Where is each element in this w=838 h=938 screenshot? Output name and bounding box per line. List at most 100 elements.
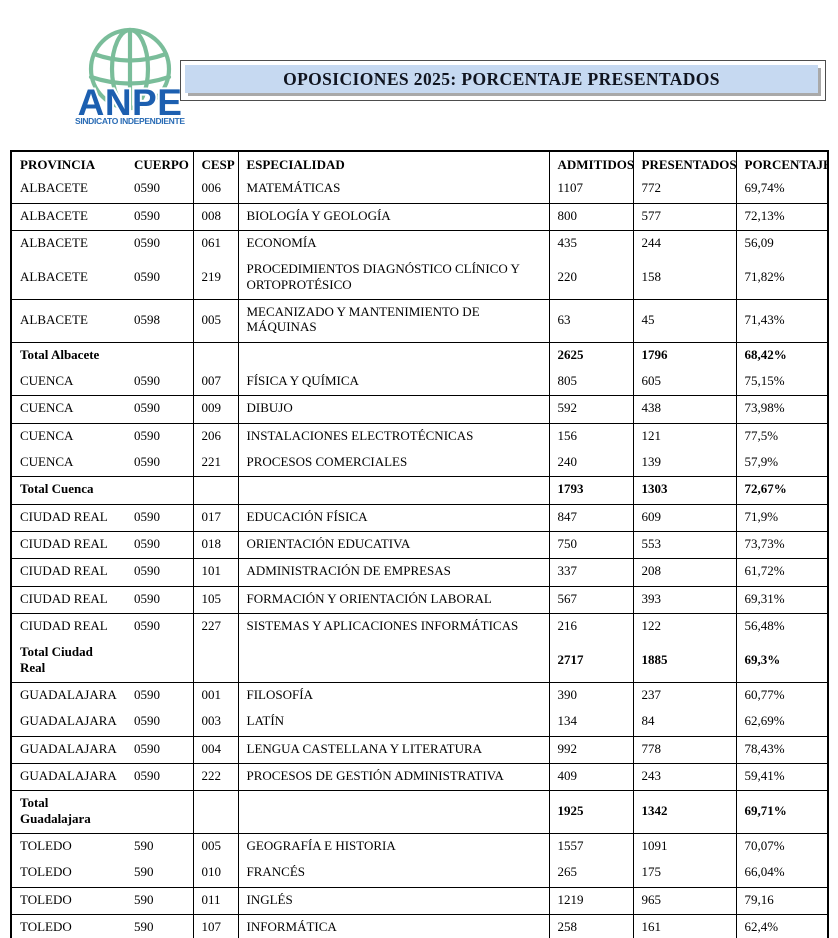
cell-admitidos: 805 xyxy=(549,368,634,397)
cell-especialidad: FÍSICA Y QUÍMICA xyxy=(238,368,550,397)
cell-porcentaje: 62,4% xyxy=(736,914,828,938)
cell-cuerpo: 0590 xyxy=(126,586,194,614)
cell-presentados: 605 xyxy=(633,368,737,397)
cell-porcentaje: 56,09 xyxy=(744,234,774,250)
cell-presentados: 609 xyxy=(633,504,737,532)
cell-porcentaje: 61,72% xyxy=(736,558,828,587)
cell-presentados: 45 xyxy=(633,299,737,343)
cell-admitidos: 390 xyxy=(549,682,634,710)
cell-presentados: 237 xyxy=(633,682,737,710)
cell-cuerpo: 0590 xyxy=(126,176,194,204)
cell-provincia: Total Cuenca xyxy=(11,476,126,505)
cell-admitidos: 1107 xyxy=(549,176,634,204)
cell-provincia: CIUDAD REAL xyxy=(11,586,126,614)
cell-admitidos: 567 xyxy=(549,586,634,614)
cell-cesp xyxy=(193,790,239,834)
cell-porcentaje: 73,73% xyxy=(736,531,828,560)
cell-porcentaje: 73,98% xyxy=(736,395,828,424)
table-row: ALBACETE 0590 008 BIOLOGÍA Y GEOLOGÍA 800 577… xyxy=(11,203,828,231)
cell-presentados: 778 xyxy=(633,736,737,764)
title-banner: OPOSICIONES 2025: PORCENTAJE PRESENTADOS xyxy=(180,60,826,101)
cell-cesp: 008 xyxy=(193,203,239,231)
cell-porcentaje: 69,71% xyxy=(736,790,828,834)
cell-provincia: TOLEDO xyxy=(11,914,126,938)
cell-presentados: 1303 xyxy=(633,476,737,505)
cell-cesp: 101 xyxy=(193,558,239,587)
table-header-row: PROVINCIA CUERPO CESP ESPECIALIDAD ADMIT… xyxy=(11,151,829,177)
cell-especialidad: SISTEMAS Y APLICACIONES INFORMÁTICAS xyxy=(238,613,550,641)
cell-provincia: GUADALAJARA xyxy=(11,736,126,764)
cell-especialidad: LATÍN xyxy=(238,709,550,737)
cell-admitidos: 2717 xyxy=(549,640,634,683)
cell-porcentaje: 68,42% xyxy=(744,346,787,362)
cell-especialidad: FORMACIÓN Y ORIENTACIÓN LABORAL xyxy=(238,586,550,614)
cell-presentados: 1885 xyxy=(633,640,737,683)
cell-cuerpo xyxy=(126,476,194,505)
cell-provincia: CIUDAD REAL xyxy=(11,504,126,532)
cell-cesp: 017 xyxy=(193,504,239,532)
table-row: CIUDAD REAL 0590 018 ORIENTACIÓN EDUCATIVA 7… xyxy=(11,531,828,560)
cell-cuerpo: 0590 xyxy=(126,558,194,587)
cell-cesp: 003 xyxy=(193,709,239,737)
table-row: CUENCA 0590 007 FÍSICA Y QUÍMICA 805 605 75,15… xyxy=(11,368,828,397)
table-row: ALBACETE 0590 006 MATEMÁTICAS 1107 772 69,74% xyxy=(11,176,828,204)
cell-admitidos: 1793 xyxy=(549,476,634,505)
cell-admitidos: 216 xyxy=(549,613,634,641)
cell-especialidad: MATEMÁTICAS xyxy=(238,176,550,204)
cell-porcentaje: 71,43% xyxy=(736,299,828,343)
column-header-admitidos: ADMITIDOS xyxy=(549,151,634,177)
cell-provincia: ALBACETE xyxy=(20,234,88,250)
cell-cesp xyxy=(193,342,239,369)
cell-especialidad: PROCESOS DE GESTIÓN ADMINISTRATIVA xyxy=(238,763,550,792)
logo-name-text: ANPE xyxy=(78,82,183,123)
cell-cesp: 018 xyxy=(193,531,239,560)
cell-especialidad: LENGUA CASTELLANA Y LITERATURA xyxy=(238,736,550,764)
cell-porcentaje: 60,77% xyxy=(744,686,785,702)
logo-tagline-text: SINDICATO INDEPENDIENTE xyxy=(75,116,185,126)
table-row: CUENCA 0590 206 INSTALACIONES ELECTROTÉCNIC… xyxy=(11,423,828,450)
cell-porcentaje: 57,9% xyxy=(736,449,828,478)
cell-admitidos: 992 xyxy=(549,736,634,764)
cell-cuerpo: 0590 xyxy=(126,230,194,258)
column-header-cesp: CESP xyxy=(193,151,239,177)
total-row: Total Guadalajara 1925 1342 69,71% xyxy=(11,790,828,834)
cell-cuerpo: 0590 xyxy=(126,423,194,450)
cell-provincia: CUENCA xyxy=(11,395,126,424)
cell-admitidos: 265 xyxy=(549,860,634,888)
column-header-porcentaje: PORCENTAJE xyxy=(744,157,829,172)
cell-cuerpo: 0590 xyxy=(126,203,194,231)
cell-provincia: TOLEDO xyxy=(20,837,72,853)
cell-presentados: 393 xyxy=(633,586,737,614)
table-row: CIUDAD REAL 0590 227 SISTEMAS Y APLICACIONE… xyxy=(11,613,828,641)
table-row: ALBACETE 0598 005 MECANIZADO Y MANTENIMIENT… xyxy=(11,299,828,343)
cell-cuerpo: 590 xyxy=(126,914,194,938)
cell-provincia: ALBACETE xyxy=(11,257,126,300)
cell-provincia: GUADALAJARA xyxy=(20,686,117,702)
cell-presentados: 121 xyxy=(633,423,737,450)
page-title: OPOSICIONES 2025: PORCENTAJE PRESENTADOS xyxy=(185,65,818,93)
cell-cesp: 221 xyxy=(193,449,239,478)
cell-especialidad xyxy=(238,640,550,683)
cell-admitidos: 1219 xyxy=(549,887,634,915)
cell-presentados: 158 xyxy=(633,257,737,300)
cell-provincia: GUADALAJARA xyxy=(11,763,126,792)
column-header-provincia: PROVINCIA xyxy=(20,157,96,172)
cell-presentados: 1091 xyxy=(633,833,737,861)
cell-especialidad: BIOLOGÍA Y GEOLOGÍA xyxy=(238,203,550,231)
cell-provincia: CIUDAD REAL xyxy=(11,558,126,587)
table-row: TOLEDO 590 011 INGLÉS 1219 965 79,16 xyxy=(11,887,828,915)
cell-provincia: TOLEDO xyxy=(11,860,126,888)
cell-presentados: 1342 xyxy=(633,790,737,834)
cell-especialidad: PROCEDIMIENTOS DIAGNÓSTICO CLÍNICO Y ORT… xyxy=(238,257,550,300)
cell-provincia: TOLEDO xyxy=(11,887,126,915)
cell-cesp: 005 xyxy=(193,833,239,861)
cell-presentados: 122 xyxy=(633,613,737,641)
cell-cuerpo: 0590 xyxy=(126,763,194,792)
cell-cuerpo: 0590 xyxy=(126,395,194,424)
cell-especialidad: FRANCÉS xyxy=(238,860,550,888)
cell-especialidad: FILOSOFÍA xyxy=(238,682,550,710)
cell-admitidos: 435 xyxy=(549,230,634,258)
cell-admitidos: 847 xyxy=(549,504,634,532)
cell-presentados: 84 xyxy=(633,709,737,737)
cell-provincia: CIUDAD REAL xyxy=(11,531,126,560)
